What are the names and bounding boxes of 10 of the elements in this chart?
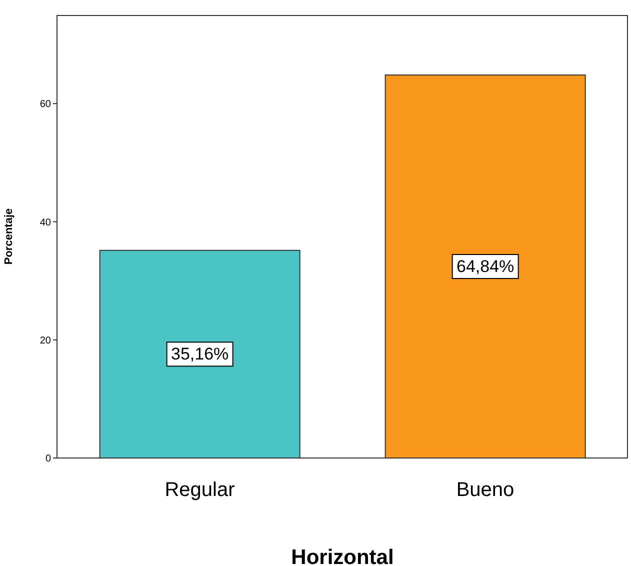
x-tick-label: Regular	[164, 479, 236, 502]
data-label: 64,84%	[456, 257, 514, 276]
y-tick-label: 0	[45, 454, 52, 465]
y-tick-label: 60	[40, 99, 52, 110]
data-label: 35,16%	[170, 344, 229, 364]
y-tick-label: 20	[40, 335, 52, 346]
y-tick-label: 40	[40, 217, 52, 228]
x-tick-label: Bueno	[456, 479, 514, 502]
x-axis-title: Horizontal	[291, 546, 394, 566]
y-axis-title: Porcentaje	[2, 208, 15, 265]
